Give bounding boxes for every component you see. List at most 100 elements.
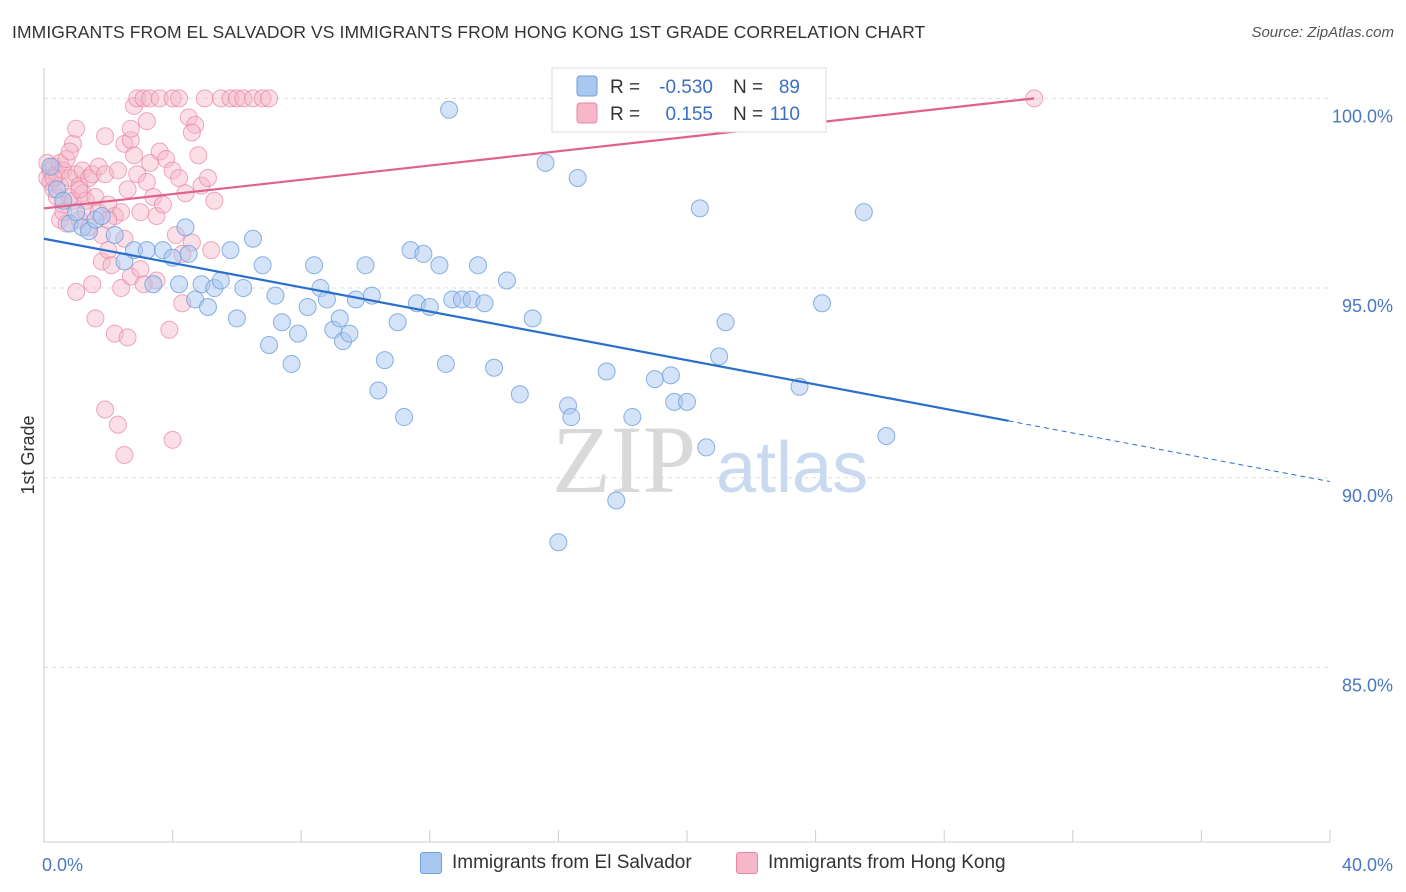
hong-kong-point	[96, 127, 115, 146]
hong-kong-point	[141, 89, 160, 108]
el-salvador-point	[330, 309, 349, 328]
hong-kong-point	[60, 142, 79, 161]
el-salvador-point	[854, 203, 873, 222]
el-salvador-point	[227, 309, 246, 328]
el-salvador-point	[234, 279, 253, 298]
hong-kong-point	[195, 89, 214, 108]
stats-n-value-pink: 110	[770, 104, 800, 125]
el-salvador-point	[305, 256, 324, 275]
el-salvador-points	[41, 100, 896, 552]
el-salvador-point	[607, 491, 626, 510]
el-salvador-point	[436, 354, 455, 373]
el-salvador-point	[243, 229, 262, 248]
hong-kong-points	[38, 89, 1044, 464]
el-salvador-point	[497, 271, 516, 290]
el-salvador-point	[92, 206, 111, 225]
el-salvador-point	[549, 533, 568, 552]
hong-kong-point	[150, 142, 169, 161]
stats-swatch-pink	[576, 102, 598, 124]
hong-kong-point	[67, 119, 86, 138]
hong-kong-point	[163, 161, 182, 180]
el-salvador-point	[597, 362, 616, 381]
hong-kong-point	[118, 180, 137, 199]
stats-n-label-pink: N =	[733, 104, 763, 125]
x-ticks	[172, 830, 1331, 842]
hong-kong-point	[157, 150, 176, 169]
el-salvador-point	[395, 408, 414, 427]
y-tick-label: 95.0%	[1342, 296, 1393, 316]
hong-kong-point	[243, 89, 262, 108]
legend-swatch-blue	[420, 852, 442, 874]
hong-kong-point	[182, 123, 201, 142]
y-tick-label: 85.0%	[1342, 675, 1393, 695]
hong-kong-point	[108, 161, 127, 180]
el-salvador-point	[414, 244, 433, 263]
el-salvador-point	[369, 381, 388, 400]
el-salvador-point	[877, 427, 896, 446]
watermark: ZIP atlas	[552, 406, 868, 513]
hong-kong-point	[121, 119, 140, 138]
el-salvador-point	[340, 324, 359, 343]
hong-kong-point	[128, 165, 147, 184]
el-salvador-point	[375, 351, 394, 370]
el-salvador-point	[430, 256, 449, 275]
el-salvador-point	[645, 370, 664, 389]
stats-r-value-blue: -0.530	[659, 77, 713, 98]
legend: Immigrants from El Salvador Immigrants f…	[0, 850, 1406, 880]
hong-kong-point	[150, 89, 169, 108]
hong-kong-point	[260, 89, 279, 108]
hong-kong-point	[86, 309, 105, 328]
hong-kong-point	[211, 89, 230, 108]
stats-n-label-blue: N =	[733, 77, 763, 98]
x-tick-label: 0.0%	[42, 855, 83, 875]
el-salvador-point	[690, 199, 709, 218]
hong-kong-point	[147, 206, 166, 225]
el-salvador-point	[562, 408, 581, 427]
hong-kong-point	[70, 180, 89, 199]
stats-n-value-blue: 89	[779, 77, 800, 98]
el-salvador-point	[144, 275, 163, 294]
el-salvador-point	[485, 358, 504, 377]
el-salvador-point	[469, 256, 488, 275]
el-salvador-point	[272, 313, 291, 332]
trend-lines	[43, 97, 1331, 483]
hong-kong-point	[89, 157, 108, 176]
el-salvador-point	[266, 286, 285, 305]
hong-kong-point	[125, 146, 144, 165]
el-salvador-point	[388, 313, 407, 332]
y-tick-label: 100.0%	[1332, 106, 1393, 126]
legend-swatch-pink	[736, 852, 758, 874]
hong-kong-point	[153, 195, 172, 214]
el-salvador-point	[440, 100, 459, 119]
hong-kong-point	[83, 165, 102, 184]
hong-kong-point	[170, 89, 189, 108]
x-tick-labels: 0.0% 40.0%	[42, 855, 1393, 875]
legend-item-hong-kong: Immigrants from Hong Kong	[736, 852, 1006, 874]
hong-kong-point	[96, 400, 115, 419]
el-salvador-point	[710, 347, 729, 366]
el-salvador-point	[221, 241, 240, 260]
hong-kong-point	[253, 89, 272, 108]
hong-kong-point	[115, 446, 134, 464]
stats-box: R = -0.530 N = 89 R = 0.155 N = 110	[551, 67, 827, 133]
legend-label-hong-kong: Immigrants from Hong Kong	[768, 852, 1006, 873]
y-tick-label: 90.0%	[1342, 486, 1393, 506]
hong-kong-point	[163, 430, 182, 449]
el-salvador-trend-line	[43, 237, 1009, 422]
hong-kong-point	[170, 169, 189, 188]
el-salvador-point	[475, 294, 494, 313]
el-salvador-point	[716, 313, 735, 332]
el-salvador-point	[697, 438, 716, 457]
el-salvador-point	[813, 294, 832, 313]
legend-item-el-salvador: Immigrants from El Salvador	[420, 852, 692, 874]
y-axis-label: 1st Grade	[18, 415, 38, 494]
hong-kong-point	[131, 260, 150, 279]
hong-kong-point	[234, 89, 253, 108]
el-salvador-point	[105, 225, 124, 244]
el-salvador-point	[661, 366, 680, 385]
hong-kong-point	[221, 89, 240, 108]
hong-kong-point	[163, 89, 182, 108]
el-salvador-trend-extension	[1008, 420, 1331, 483]
hong-kong-point	[205, 191, 224, 210]
source-note: Source: ZipAtlas.com	[1251, 24, 1394, 41]
